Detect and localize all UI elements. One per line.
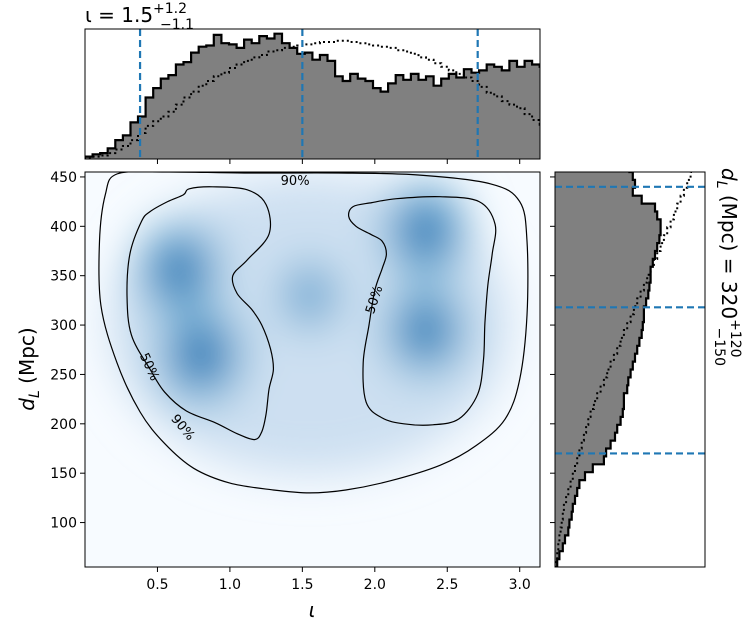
right-prior-step — [555, 172, 695, 567]
y-tick-label-3: 250 — [50, 367, 77, 383]
x-axis-ticks: 0.5 1.0 1.5 2.0 2.5 3.0 — [146, 567, 531, 593]
y-axis-ticks: 100 150 200 250 300 350 400 450 — [50, 170, 85, 532]
contour-lines — [98, 172, 529, 494]
top-title-sup: +1.2 — [153, 1, 187, 17]
top-posterior-fill — [85, 33, 540, 159]
y-tick-label-4: 300 — [50, 318, 77, 334]
joint-panel: 50%90%50%90% 0.5 1.0 1.5 2.0 2.5 3.0 10015020… — [15, 170, 541, 622]
right-posterior-step — [555, 172, 662, 567]
joint-frame — [84, 171, 541, 568]
top-title-sub: −1.1 — [160, 17, 194, 33]
contour-90-outer — [98, 172, 529, 494]
density-blob-0-4 — [164, 253, 194, 288]
top-marginal-ticks — [156, 159, 521, 164]
right-marginal-panel: dL (Mpc) = 320+120−150 — [550, 168, 743, 568]
right-credible-lines — [555, 185, 705, 455]
right-label-sub: −150 — [711, 328, 727, 366]
x-axis-label: ι — [309, 598, 316, 622]
y-tick-label-7: 450 — [50, 170, 77, 186]
right-label: dL (Mpc) = 320+120−150 — [711, 168, 743, 366]
x-tick-label-3: 2.0 — [364, 577, 386, 593]
right-marginal-ticks — [550, 176, 555, 524]
y-axis-label-main: d — [15, 398, 39, 411]
contour-label-3: 90% — [281, 174, 310, 189]
contour-50-left — [126, 186, 275, 441]
y-tick-label-0: 100 — [50, 516, 77, 532]
y-tick-label-2: 200 — [50, 417, 77, 433]
x-tick-label-5: 3.0 — [509, 577, 531, 593]
density-blob-4-4 — [298, 282, 321, 309]
right-label-subL: L — [713, 181, 729, 189]
x-tick-label-0: 0.5 — [146, 577, 168, 593]
top-title-text: ι = 1.5 — [85, 3, 153, 27]
density-heatmap — [109, 175, 510, 476]
top-marginal-frame — [84, 28, 541, 160]
y-axis-label-sub: L — [27, 390, 43, 398]
y-axis-label-unit: (Mpc) — [15, 327, 39, 390]
density-blob-1-4 — [185, 337, 216, 373]
top-posterior-step — [85, 32, 540, 159]
contour-50-right — [347, 196, 497, 426]
y-axis-label: dL (Mpc) — [15, 327, 43, 410]
y-tick-label-1: 150 — [50, 466, 77, 482]
y-tick-label-5: 350 — [50, 269, 77, 285]
x-tick-label-2: 1.5 — [291, 577, 313, 593]
right-label-main: d — [717, 168, 741, 181]
y-tick-label-6: 400 — [50, 219, 77, 235]
top-prior-step — [85, 39, 540, 159]
top-marginal-panel: ι = 1.5+1.2 −1.1 — [84, 1, 541, 164]
density-blob-2-4 — [410, 214, 441, 249]
x-tick-label-1: 1.0 — [219, 577, 241, 593]
right-label-unit: (Mpc) = 320 — [717, 189, 741, 320]
right-marginal-frame — [554, 171, 706, 568]
right-label-sup: +120 — [727, 319, 743, 357]
x-tick-label-4: 2.5 — [436, 577, 458, 593]
density-blob-3-4 — [411, 313, 440, 347]
top-title: ι = 1.5+1.2 −1.1 — [85, 1, 194, 33]
